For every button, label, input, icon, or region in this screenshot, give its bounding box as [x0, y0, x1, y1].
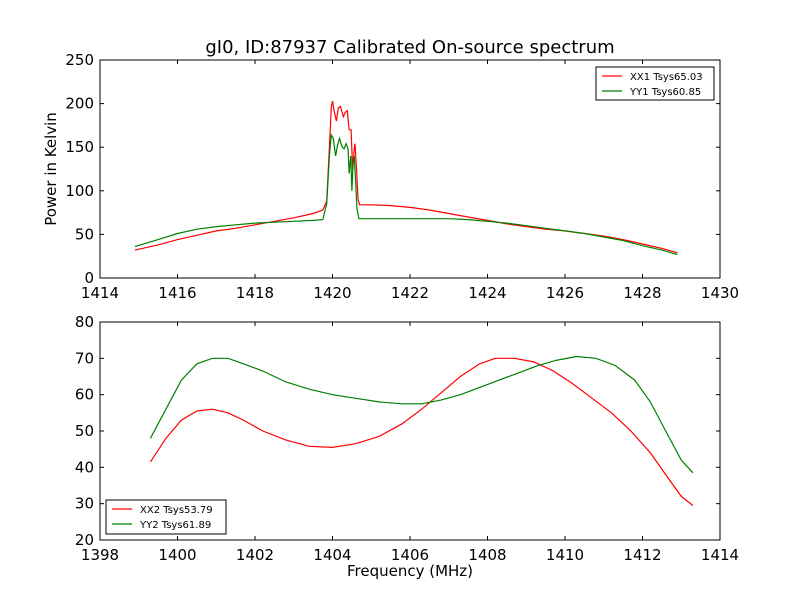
bottom-series-xx-line	[149, 357, 694, 506]
top-x-tick-label: 1426	[546, 284, 584, 302]
bottom-plot-ticks: 1398 1400 1402 1404 1406 1408 1410 1412 1414 20 30…	[75, 313, 739, 564]
bottom-x-tick-label: 1404	[313, 546, 351, 564]
bottom-x-tick-label: 1406	[391, 546, 429, 564]
bottom-x-tick-label: 1408	[468, 546, 506, 564]
bottom-y-tick-label: 40	[75, 458, 94, 476]
top-x-tick-label: 1418	[236, 284, 274, 302]
top-x-tick-label: 1430	[701, 284, 739, 302]
chart-title: gI0, ID:87937 Calibrated On-source spect…	[205, 37, 614, 58]
bottom-x-tick-label: 1398	[81, 546, 119, 564]
top-y-axis-label: Power in Kelvin	[42, 112, 60, 226]
top-y-tick-label: 100	[65, 182, 94, 200]
top-x-tick-label: 1416	[158, 284, 196, 302]
bottom-x-tick-label: 1412	[623, 546, 661, 564]
bottom-y-tick-label: 60	[75, 386, 94, 404]
bottom-x-tick-label: 1410	[546, 546, 584, 564]
top-x-tick-label: 1424	[468, 284, 506, 302]
bottom-series-yy-line	[149, 355, 694, 474]
top-plot-ticks: 1414 1416 1418 1420 1422 1424 1426 1428 1430 0 50 1…	[65, 51, 739, 302]
bottom-y-tick-label: 70	[75, 349, 94, 367]
bottom-x-tick-label: 1414	[701, 546, 739, 564]
top-x-tick-label: 1422	[391, 284, 429, 302]
top-legend: XX1 Tsys65.03 YY1 Tsys60.85	[595, 66, 715, 101]
bottom-y-tick-label: 50	[75, 422, 94, 440]
bottom-plot-frame	[99, 321, 721, 541]
top-y-tick-label: 250	[65, 51, 94, 69]
bottom-x-tick-label: 1400	[158, 546, 196, 564]
bottom-x-tick-label: 1402	[236, 546, 274, 564]
top-x-tick-label: 1420	[313, 284, 351, 302]
top-y-tick-label: 150	[65, 138, 94, 156]
top-legend-frame	[595, 66, 715, 101]
top-x-tick-label: 1428	[623, 284, 661, 302]
bottom-legend-label: XX2 Tsys53.79	[140, 505, 213, 516]
top-y-tick-label: 50	[75, 225, 94, 243]
bottom-y-tick-label: 20	[75, 531, 94, 549]
top-series-xx-line	[134, 100, 678, 254]
top-x-tick-label: 1414	[81, 284, 119, 302]
top-y-tick-label: 200	[65, 95, 94, 113]
bottom-legend-label: YY2 Tsys61.89	[139, 520, 211, 531]
bottom-y-tick-label: 30	[75, 495, 94, 513]
bottom-plot-lines	[149, 355, 694, 506]
top-y-tick-label: 0	[84, 269, 94, 287]
bottom-y-tick-label: 80	[75, 313, 94, 331]
top-legend-label: XX1 Tsys65.03	[630, 72, 703, 83]
top-plot-frame	[99, 59, 721, 279]
top-legend-label: YY1 Tsys60.85	[629, 87, 701, 98]
top-series-yy-line	[134, 133, 678, 256]
top-plot-lines	[134, 100, 678, 256]
bottom-legend-frame	[105, 499, 227, 535]
bottom-legend: XX2 Tsys53.79 YY2 Tsys61.89	[105, 499, 227, 535]
bottom-x-axis-label: Frequency (MHz)	[347, 562, 473, 580]
